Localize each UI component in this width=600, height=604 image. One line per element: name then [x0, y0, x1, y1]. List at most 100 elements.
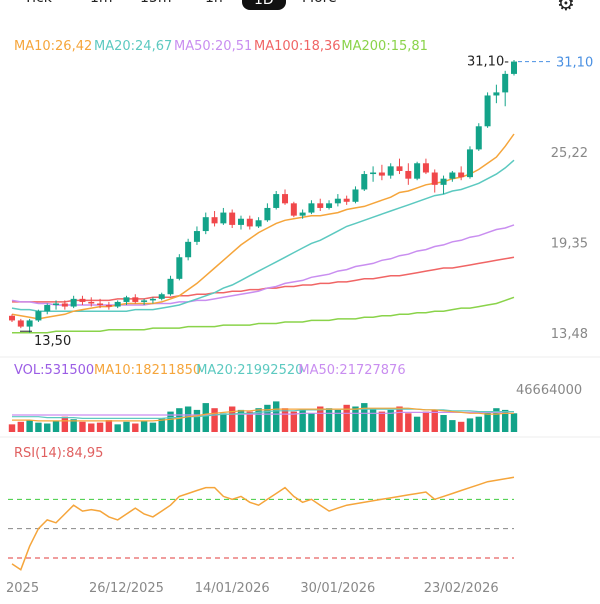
volume-bar[interactable] [308, 413, 315, 432]
volume-bar[interactable] [176, 408, 183, 432]
candle-body[interactable] [97, 303, 104, 306]
candle-body[interactable] [9, 315, 15, 321]
candle-body[interactable] [193, 231, 200, 242]
volume-bar[interactable] [17, 421, 25, 432]
candle-body[interactable] [431, 172, 438, 185]
tab-1m[interactable]: 1m [90, 0, 113, 6]
volume-bar[interactable] [140, 420, 148, 432]
candle-body[interactable] [352, 189, 359, 202]
candle-body[interactable] [493, 92, 500, 96]
volume-bar[interactable] [387, 409, 394, 432]
volume-bar[interactable] [466, 418, 474, 432]
volume-bar[interactable] [475, 416, 482, 432]
candle-body[interactable] [326, 203, 333, 208]
volume-bar[interactable] [193, 409, 201, 432]
volume-bar[interactable] [264, 404, 271, 432]
volume-bar[interactable] [52, 420, 60, 432]
volume-bar[interactable] [149, 422, 157, 432]
candle-body[interactable] [149, 298, 156, 301]
candle-body[interactable] [114, 301, 121, 307]
candle-body[interactable] [440, 178, 447, 185]
candle-body[interactable] [35, 311, 42, 321]
candle-body[interactable] [290, 203, 297, 216]
candle-body[interactable] [466, 149, 473, 178]
candle-body[interactable] [53, 303, 60, 306]
tab-1d[interactable]: 1D [242, 0, 286, 10]
volume-bar[interactable] [184, 406, 192, 433]
candle-body[interactable] [158, 294, 165, 299]
volume-bar[interactable] [440, 415, 447, 432]
volume-bar[interactable] [378, 411, 386, 432]
candle-body[interactable] [132, 297, 139, 302]
volume-bar[interactable] [361, 403, 368, 432]
volume-bar[interactable] [44, 423, 51, 433]
candle-body[interactable] [405, 170, 412, 179]
candle-body[interactable] [26, 320, 33, 327]
volume-bar[interactable] [484, 411, 491, 432]
candle-body[interactable] [387, 166, 394, 176]
volume-bar[interactable] [228, 406, 236, 433]
candle-body[interactable] [343, 198, 350, 202]
candle-body[interactable] [105, 305, 112, 307]
candle-body[interactable] [378, 172, 385, 176]
candle-body[interactable] [167, 278, 174, 295]
volume-bar[interactable] [431, 409, 438, 432]
candle-body[interactable] [44, 305, 51, 312]
volume-bar[interactable] [35, 422, 42, 432]
candle-body[interactable] [79, 298, 86, 302]
candle-body[interactable] [414, 163, 421, 179]
volume-bar[interactable] [317, 406, 324, 433]
volume-bar[interactable] [352, 406, 359, 433]
volume-bar[interactable] [343, 404, 350, 432]
candle-body[interactable] [220, 212, 227, 224]
volume-bar[interactable] [422, 411, 430, 432]
volume-bar[interactable] [123, 421, 130, 432]
volume-bar[interactable] [220, 413, 227, 432]
volume-bar[interactable] [273, 401, 280, 432]
candle-body[interactable] [264, 207, 271, 221]
volume-bar[interactable] [167, 411, 174, 432]
volume-bar[interactable] [334, 409, 342, 432]
volume-bar[interactable] [493, 408, 500, 432]
candle-body[interactable] [475, 126, 482, 150]
candle-body[interactable] [123, 297, 130, 302]
candle-body[interactable] [334, 198, 341, 204]
candle-body[interactable] [458, 172, 465, 178]
volume-bar[interactable] [132, 423, 139, 433]
volume-bar[interactable] [396, 406, 403, 433]
candle-body[interactable] [370, 172, 377, 175]
candle-body[interactable] [255, 220, 262, 227]
volume-bar[interactable] [211, 408, 218, 432]
volume-bar[interactable] [405, 413, 412, 432]
tab-tick[interactable]: Tick [24, 0, 52, 6]
candle-body[interactable] [202, 217, 209, 232]
volume-bar[interactable] [202, 403, 209, 432]
volume-bar[interactable] [325, 408, 333, 432]
volume-bar[interactable] [413, 416, 421, 432]
volume-bar[interactable] [299, 409, 306, 432]
volume-bar[interactable] [501, 409, 509, 432]
candle-body[interactable] [176, 257, 183, 279]
candle-body[interactable] [185, 241, 192, 258]
candle-body[interactable] [361, 174, 368, 190]
volume-bar[interactable] [449, 420, 456, 432]
tab-15m[interactable]: 15m [140, 0, 171, 6]
volume-bar[interactable] [510, 413, 518, 432]
candle-body[interactable] [211, 217, 218, 224]
volume-bar[interactable] [237, 409, 245, 432]
volume-bar[interactable] [290, 411, 298, 432]
candle-body[interactable] [70, 298, 77, 307]
volume-bar[interactable] [96, 422, 104, 432]
tab-1h[interactable]: 1h [205, 0, 223, 6]
candle-body[interactable] [422, 163, 429, 173]
candle-body[interactable] [61, 303, 68, 307]
volume-bar[interactable] [457, 421, 465, 432]
volume-bar[interactable] [79, 421, 86, 432]
candle-body[interactable] [396, 166, 403, 171]
candle-body[interactable] [502, 73, 509, 93]
candle-body[interactable] [449, 172, 456, 179]
candle-body[interactable] [17, 320, 24, 327]
volume-bar[interactable] [8, 424, 16, 432]
volume-bar[interactable] [114, 424, 121, 432]
